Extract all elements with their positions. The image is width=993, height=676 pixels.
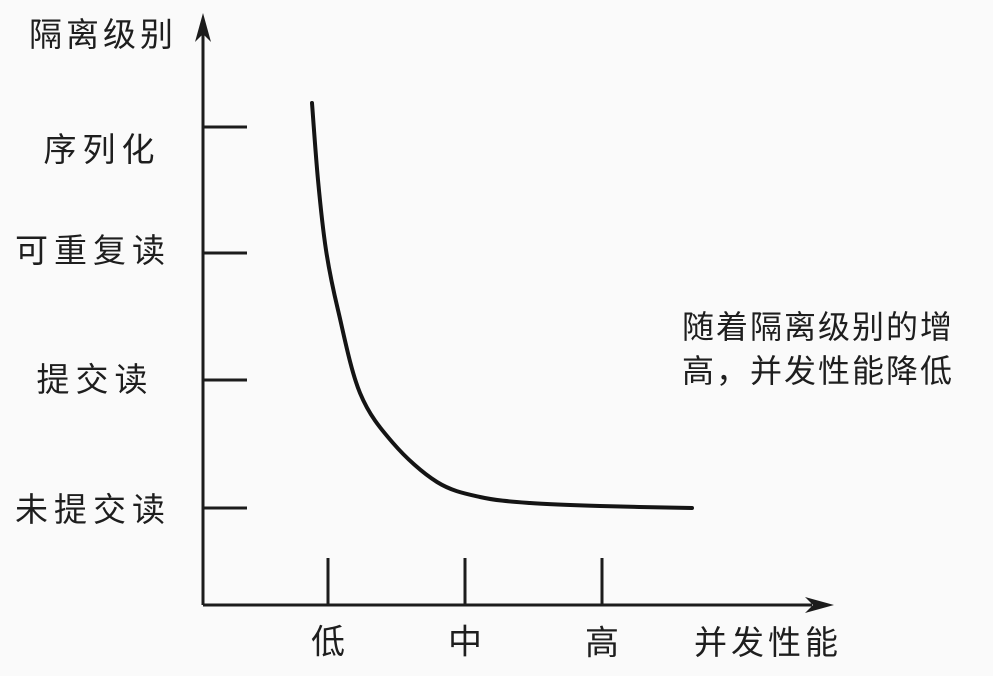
x-tick-label-medium: 中 <box>448 624 482 662</box>
x-axis-title: 并发性能 <box>694 626 842 662</box>
y-tick-label-read-uncommitted: 未提交读 <box>15 493 171 529</box>
performance-curve <box>310 101 694 510</box>
annotation-line-1: 随着隔离级别的增 <box>682 309 955 345</box>
annotation-line-2: 高，并发性能降低 <box>682 353 955 389</box>
annotation-text: 随着隔离级别的增 高，并发性能降低 <box>682 305 954 393</box>
x-tick-label-high: 高 <box>585 625 619 663</box>
x-axis-arrowhead-icon <box>805 597 834 613</box>
y-tick-label-read-committed: 提交读 <box>36 363 154 399</box>
x-tick-label-low: 低 <box>311 624 345 662</box>
y-tick-label-repeatable-read: 可重复读 <box>15 234 171 270</box>
y-axis-arrowhead-icon <box>195 13 211 42</box>
y-tick-label-serializable: 序列化 <box>43 133 161 169</box>
y-axis-title: 隔离级别 <box>29 18 177 54</box>
